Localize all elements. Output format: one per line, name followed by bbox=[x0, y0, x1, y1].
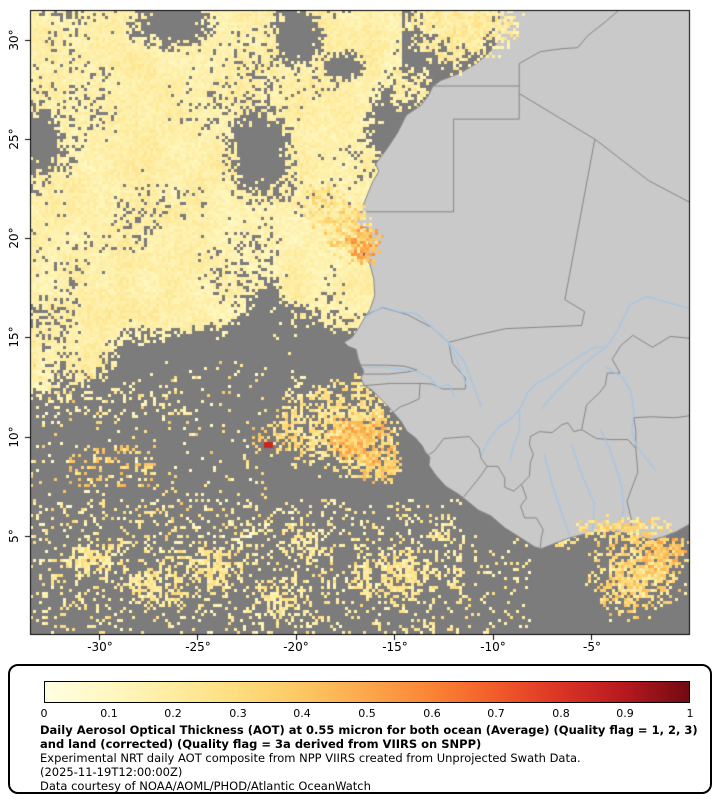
aot-map-figure: 30° 25° 20° 15° 10° 5° -30° -25° -20° -1… bbox=[0, 0, 720, 660]
y-axis-tick-label: 30° bbox=[7, 29, 21, 51]
legend-credit: Data courtesy of NOAA/AOML/PHOD/Atlantic… bbox=[40, 779, 371, 793]
x-axis-tick-label: -5° bbox=[583, 640, 601, 654]
y-axis-tick-label: 15° bbox=[7, 326, 21, 348]
legend-subtitle: Experimental NRT daily AOT composite fro… bbox=[40, 751, 581, 765]
x-axis-tick-label: -20° bbox=[283, 640, 309, 654]
legend-title: Daily Aerosol Optical Thickness (AOT) at… bbox=[40, 723, 698, 751]
colorbar-tick-label: 0.3 bbox=[229, 707, 247, 720]
colorbar-tick-label: 0 bbox=[40, 707, 48, 720]
legend-timestamp: (2025-11-19T12:00:00Z) bbox=[40, 765, 183, 779]
colorbar-gradient bbox=[44, 681, 690, 703]
y-axis-tick-label: 20° bbox=[7, 227, 21, 249]
colorbar-tick-label: 0.6 bbox=[423, 707, 441, 720]
y-axis-tick-label: 25° bbox=[7, 128, 21, 150]
legend-caption: Daily Aerosol Optical Thickness (AOT) at… bbox=[40, 723, 698, 793]
colorbar-tick-label: 0.1 bbox=[100, 707, 118, 720]
x-axis-tick-label: -10° bbox=[480, 640, 506, 654]
x-axis-tick-label: -25° bbox=[185, 640, 211, 654]
legend-box: 0 0.1 0.2 0.3 0.4 0.5 0.6 0.7 0.8 0.9 1 … bbox=[8, 664, 712, 794]
colorbar-tick-label: 0.2 bbox=[164, 707, 182, 720]
y-axis-tick-label: 5° bbox=[7, 529, 21, 543]
x-axis-tick-label: -15° bbox=[382, 640, 408, 654]
colorbar-tick-label: 0.5 bbox=[358, 707, 376, 720]
colorbar-tick-label: 0.8 bbox=[552, 707, 570, 720]
colorbar-tick-label: 0.4 bbox=[293, 707, 311, 720]
x-axis-tick-label: -30° bbox=[87, 640, 113, 654]
colorbar-tick-label: 0.9 bbox=[616, 707, 634, 720]
map-canvas bbox=[0, 0, 720, 660]
y-axis-tick-label: 10° bbox=[7, 426, 21, 448]
colorbar-tick-label: 0.7 bbox=[487, 707, 505, 720]
colorbar-tick-label: 1 bbox=[686, 707, 694, 720]
